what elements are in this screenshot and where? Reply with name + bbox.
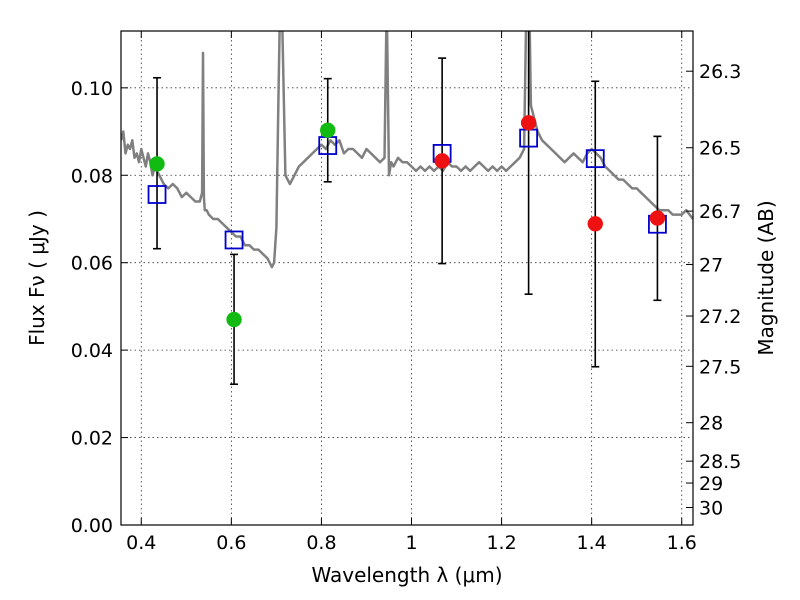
red-data-point xyxy=(520,115,537,131)
y2-tick-label: 28.5 xyxy=(699,451,741,473)
x-tick-label: 1.2 xyxy=(486,532,516,554)
y2-tick-label: 26.5 xyxy=(699,138,741,160)
y-tick-label: 0.08 xyxy=(71,165,113,187)
green-data-point xyxy=(226,311,242,328)
model-photometry-square xyxy=(147,185,167,204)
y-tick-label: 0.04 xyxy=(71,340,113,362)
y2-tick-label: 27.2 xyxy=(699,306,741,328)
x-tick-label: 1.6 xyxy=(667,532,697,554)
y-tick-label: 0.06 xyxy=(71,253,113,275)
green-data-point xyxy=(149,156,165,172)
y2-tick-label: 28 xyxy=(699,413,723,435)
y2-tick-label: 30 xyxy=(699,498,723,520)
red-data-point xyxy=(434,153,450,169)
red-data-point xyxy=(587,216,604,232)
y2-tick-label: 29 xyxy=(699,473,723,495)
y2-axis-title: Magnitude (AB) xyxy=(754,200,778,355)
x-tick-label: 1.4 xyxy=(577,532,607,554)
y2-tick-label: 26.7 xyxy=(699,201,741,223)
y-tick-label: 0.10 xyxy=(71,78,113,100)
y2-tick-label: 26.3 xyxy=(699,61,741,83)
x-axis-title: Wavelength λ (μm) xyxy=(311,563,502,587)
model-spectrum xyxy=(121,31,693,269)
plot-frame xyxy=(120,30,694,526)
model-photometry-square xyxy=(585,149,605,169)
model-photometry-square xyxy=(224,230,244,250)
x-tick-label: 0.6 xyxy=(216,532,246,554)
red-data-point xyxy=(649,210,666,226)
y2-tick-label: 27 xyxy=(699,254,723,276)
x-tick-label: 0.8 xyxy=(306,532,336,554)
y-axis-title: Flux Fν ( μJy ) xyxy=(25,210,49,346)
ticks: 0.4 0.6 0.8 1 1.2 1.4 1.6 0.00 0.02 0.04 0.06 0.08 0… xyxy=(71,31,741,554)
y-tick-label: 0.00 xyxy=(71,515,113,537)
y-tick-label: 0.02 xyxy=(71,428,113,450)
spectrum-line xyxy=(121,31,693,269)
x-tick-label: 0.4 xyxy=(126,532,156,554)
y2-tick-label: 27.5 xyxy=(699,356,741,378)
green-data-point xyxy=(319,122,336,138)
data-points xyxy=(147,31,667,386)
grid xyxy=(121,31,693,526)
x-tick-label: 1 xyxy=(405,532,417,554)
